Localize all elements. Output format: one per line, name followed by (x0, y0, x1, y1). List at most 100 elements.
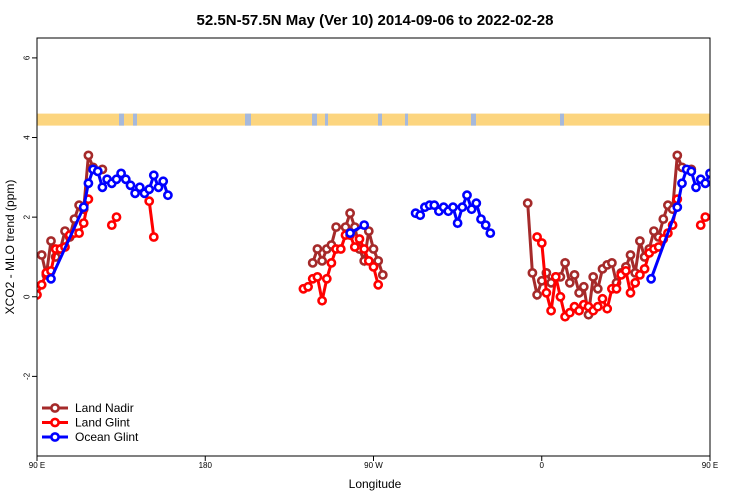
data-point (373, 279, 384, 290)
data-point (317, 295, 327, 306)
legend-marker (50, 417, 60, 428)
data-point (695, 220, 706, 230)
data-point (345, 208, 355, 219)
ocean-patch (378, 113, 382, 126)
series-line (147, 201, 156, 238)
data-point (672, 150, 683, 161)
data-point (480, 220, 491, 230)
data-point (111, 174, 122, 185)
data-point (700, 212, 710, 222)
data-point (37, 279, 47, 290)
x-tick-label: 0 (540, 461, 545, 470)
ocean-patch (133, 113, 137, 126)
data-point (317, 255, 327, 266)
ocean-patch (312, 113, 317, 126)
data-point (639, 263, 650, 274)
data-point (312, 271, 323, 282)
data-point (592, 283, 603, 294)
data-point (578, 281, 589, 292)
data-point (134, 182, 145, 193)
ocean-patch (405, 113, 408, 126)
data-point (588, 271, 599, 282)
data-point (345, 228, 355, 238)
data-point (144, 196, 155, 207)
data-point (162, 190, 173, 201)
data-point (546, 305, 556, 316)
y-tick-label: -2 (23, 372, 32, 380)
data-point (635, 269, 645, 280)
data-point (335, 244, 346, 254)
ocean-patch (471, 113, 476, 126)
legend-label: Land Nadir (75, 401, 134, 415)
data-point (564, 277, 575, 288)
data-point (471, 198, 482, 209)
data-point (130, 188, 140, 199)
data-point (158, 176, 169, 187)
data-point (536, 238, 547, 248)
legend-marker (50, 432, 60, 442)
y-tick-label: 6 (23, 55, 32, 60)
data-point (148, 232, 159, 242)
data-point (550, 271, 561, 282)
land-band (37, 113, 710, 126)
data-point (691, 182, 701, 193)
x-tick-label: 90 E (702, 461, 718, 470)
data-point (363, 255, 374, 266)
data-point (625, 287, 636, 298)
data-point (429, 200, 440, 211)
data-point (377, 269, 388, 280)
data-point (144, 184, 155, 195)
land-ocean-strip (37, 113, 710, 126)
data-point (46, 236, 56, 246)
data-point (532, 232, 542, 242)
data-point (448, 202, 458, 213)
data-point (621, 265, 631, 276)
data-point (148, 170, 159, 181)
ocean-patch (560, 113, 564, 126)
legend-item: Land Glint (42, 416, 130, 430)
series-land-glint (37, 194, 710, 322)
data-point (331, 222, 341, 232)
data-point (457, 202, 468, 213)
data-point (646, 273, 656, 284)
data-point (83, 150, 94, 161)
y-axis-ticks: -2 0 2 4 6 (23, 55, 37, 380)
data-point (307, 257, 318, 268)
data-point (611, 283, 622, 294)
data-point (373, 255, 384, 266)
data-point (658, 214, 669, 224)
data-point (97, 182, 108, 193)
data-point (312, 244, 323, 254)
data-point (560, 257, 570, 268)
data-point (602, 303, 613, 314)
data-point (466, 204, 477, 215)
y-axis-label: XCO2 - MLO trend (ppm) (3, 180, 17, 315)
data-point (569, 269, 580, 280)
legend-label: Ocean Glint (75, 430, 139, 444)
data-point (359, 244, 370, 254)
data-point (359, 220, 370, 230)
data-point (92, 166, 103, 177)
data-point (83, 178, 94, 189)
data-point (452, 218, 463, 228)
data-point (635, 236, 645, 246)
data-point (321, 273, 332, 284)
data-point (303, 281, 313, 292)
data-point (153, 182, 164, 193)
data-point (532, 289, 542, 300)
ocean-patch (245, 113, 251, 126)
data-point (522, 198, 533, 209)
data-point (46, 273, 56, 284)
legend-marker (50, 403, 60, 413)
data-point (625, 250, 636, 260)
data-point (574, 305, 584, 316)
data-point (527, 267, 538, 278)
data-point (462, 190, 472, 201)
data-point (354, 234, 365, 244)
legend-item: Land Nadir (42, 401, 134, 415)
data-point (111, 212, 122, 222)
x-axis-ticks: 90 E 180 90 W 0 90 E (29, 456, 718, 470)
data-point (705, 168, 710, 179)
data-point (74, 228, 84, 238)
